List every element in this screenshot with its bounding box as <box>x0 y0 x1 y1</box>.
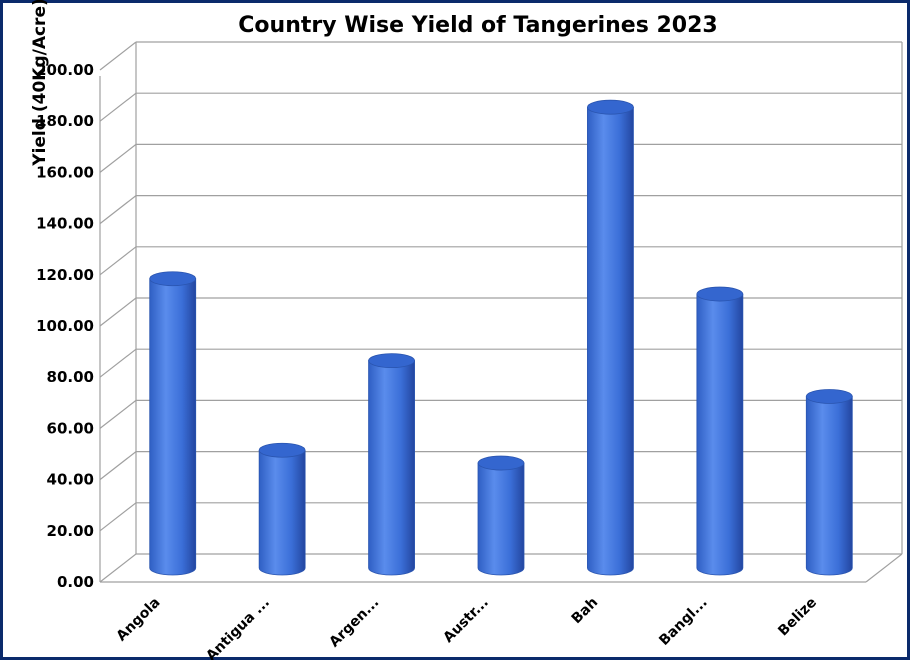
x-tick-label: Argen... <box>326 595 382 651</box>
gridline-side <box>99 451 137 481</box>
gridline-side <box>99 348 137 378</box>
bar <box>149 271 197 576</box>
x-tick-label: Belize <box>775 595 820 640</box>
bar <box>696 286 744 576</box>
x-tick-label: Angola <box>114 595 164 645</box>
bar <box>805 389 853 576</box>
bar <box>477 455 525 576</box>
y-tick-label: 200.00 <box>36 61 94 79</box>
y-tick-label: 160.00 <box>36 163 94 181</box>
y-tick-label: 60.00 <box>47 419 94 437</box>
x-tick-label: Austr... <box>440 595 491 646</box>
gridline-side <box>99 195 137 225</box>
y-tick-label: 100.00 <box>36 317 94 335</box>
y-tick-label: 180.00 <box>36 112 94 130</box>
gridline-side <box>99 92 137 122</box>
y-axis-label: Yield (40Kg/Acre) <box>30 0 50 167</box>
bars <box>149 99 853 576</box>
bar <box>258 442 306 576</box>
y-tick-label: 140.00 <box>36 215 94 233</box>
x-tick-label: Bangl... <box>656 595 710 649</box>
x-tick-label: Bah <box>569 595 602 628</box>
gridlines <box>99 41 903 583</box>
gridline-side <box>99 553 137 583</box>
x-tick-labels: Angola Antigua ... Argen... Austr... Bah Bang… <box>114 595 821 660</box>
y-tick-labels: 0.00 20.00 40.00 60.00 80.00 100.00 120.00 140.… <box>36 61 94 591</box>
chart-title: Country Wise Yield of Tangerines 2023 <box>238 13 717 38</box>
gridline-side <box>99 297 137 327</box>
gridline-side <box>99 502 137 532</box>
gridline-side <box>99 246 137 276</box>
y-tick-label: 20.00 <box>47 522 94 540</box>
gridline-side <box>99 399 137 429</box>
y-tick-label: 40.00 <box>47 471 94 489</box>
x-tick-label: Antigua ... <box>203 595 273 660</box>
bar <box>368 353 415 576</box>
y-tick-label: 120.00 <box>36 266 94 284</box>
gridline-side <box>99 41 137 71</box>
floor-right-edge <box>865 553 903 583</box>
gridline-side <box>99 143 137 173</box>
y-tick-label: 0.00 <box>57 573 94 591</box>
bar <box>587 99 634 576</box>
y-tick-label: 80.00 <box>47 368 94 386</box>
